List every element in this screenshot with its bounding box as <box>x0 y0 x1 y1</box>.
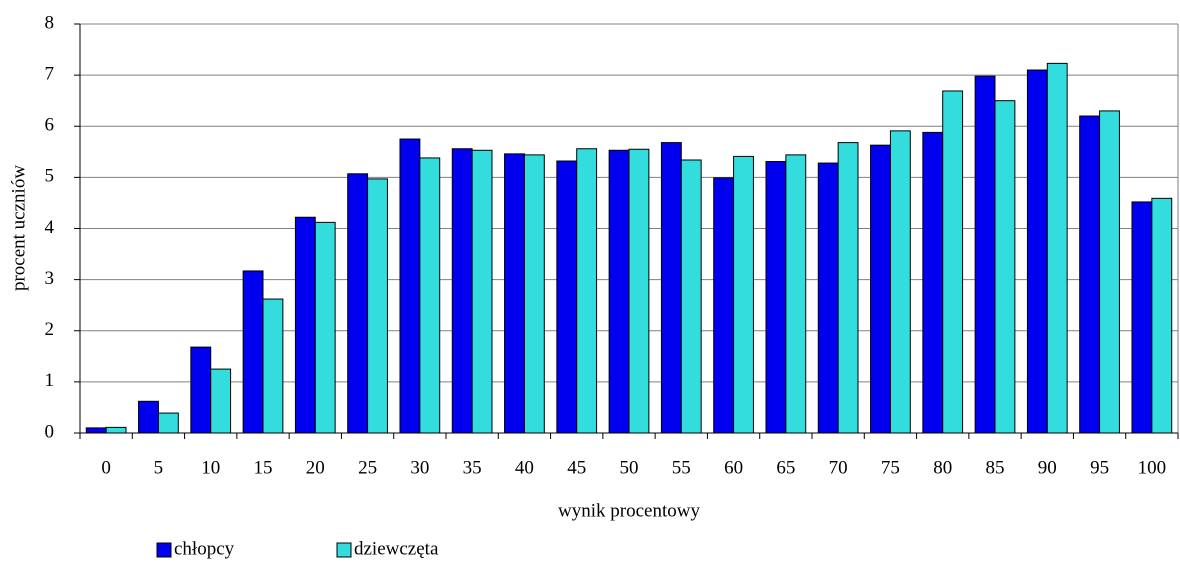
legend-label: dziewczęta <box>354 538 439 559</box>
bar <box>576 148 598 434</box>
x-tick-label: 15 <box>254 457 273 478</box>
bar <box>157 412 179 434</box>
bar <box>660 142 682 434</box>
bar <box>523 154 545 434</box>
bar <box>451 148 473 434</box>
y-axis-title: procent uczniów <box>8 165 29 291</box>
y-tick-label: 4 <box>45 217 55 238</box>
y-tick-label: 1 <box>45 370 55 391</box>
bar <box>1079 115 1101 434</box>
x-tick-label: 100 <box>1138 457 1167 478</box>
x-tick-label: 55 <box>672 457 691 478</box>
bar <box>1026 69 1048 434</box>
x-tick-label: 35 <box>463 457 482 478</box>
bar <box>294 216 316 434</box>
legend-label: chłopcy <box>174 538 235 559</box>
x-axis-title: wynik procentowy <box>558 500 700 521</box>
x-tick-label: 20 <box>306 457 325 478</box>
x-tick-label: 5 <box>154 457 164 478</box>
y-tick-label: 5 <box>45 166 55 187</box>
bar <box>628 148 650 434</box>
bar <box>608 149 630 434</box>
x-tick-label: 45 <box>567 457 586 478</box>
bar <box>347 173 369 434</box>
bar <box>922 131 944 434</box>
y-tick-label: 8 <box>45 12 55 33</box>
bar <box>138 400 159 434</box>
y-tick-label: 7 <box>45 63 55 84</box>
x-tick-label: 30 <box>410 457 429 478</box>
bar <box>504 153 525 434</box>
bar <box>105 426 127 434</box>
bar <box>870 144 891 434</box>
bar <box>785 154 807 434</box>
x-tick-label: 65 <box>776 457 795 478</box>
x-tick-label: 40 <box>515 457 534 478</box>
bar <box>1131 201 1153 434</box>
bar <box>85 427 107 434</box>
bar <box>680 159 702 434</box>
bar <box>242 270 264 434</box>
bar <box>471 149 493 434</box>
y-tick-label: 0 <box>45 421 55 442</box>
bar <box>713 177 735 434</box>
bar <box>314 221 336 434</box>
x-tick-label: 95 <box>1090 457 1109 478</box>
bar <box>942 90 964 434</box>
x-tick-label: 60 <box>724 457 743 478</box>
bar <box>837 142 859 434</box>
bar <box>367 178 388 434</box>
x-tick-label: 50 <box>620 457 639 478</box>
x-tick-label: 10 <box>201 457 220 478</box>
bar <box>733 155 754 434</box>
x-tick-label: 70 <box>829 457 848 478</box>
bar <box>765 161 787 434</box>
bar <box>974 75 996 434</box>
bar <box>817 162 839 434</box>
x-tick-label: 75 <box>881 457 900 478</box>
bar <box>889 130 911 434</box>
x-tick-label: 80 <box>933 457 952 478</box>
bar <box>190 346 212 434</box>
legend-swatch <box>156 542 172 558</box>
y-tick-label: 2 <box>45 319 55 340</box>
bar <box>994 100 1016 434</box>
bar <box>210 368 232 434</box>
x-tick-label: 90 <box>1038 457 1057 478</box>
legend-swatch <box>336 542 352 558</box>
bar <box>1151 197 1173 434</box>
x-tick-label: 25 <box>358 457 377 478</box>
bar <box>399 138 421 434</box>
y-tick-label: 6 <box>45 115 55 136</box>
bar <box>1046 62 1068 434</box>
bar <box>1099 110 1120 434</box>
bar <box>262 298 284 434</box>
x-tick-label: 85 <box>986 457 1005 478</box>
y-tick-label: 3 <box>45 268 55 289</box>
x-tick-label: 0 <box>101 457 111 478</box>
bar <box>419 157 441 434</box>
bar <box>556 160 578 434</box>
